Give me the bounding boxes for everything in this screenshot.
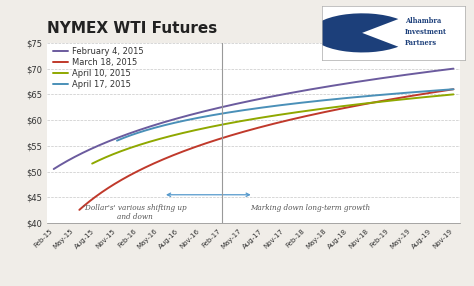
April 17, 2015 — [387, 92, 393, 96]
April 17, 2015 — [383, 93, 389, 96]
April 10, 2015 — [215, 124, 221, 127]
April 10, 2015 — [89, 162, 95, 165]
April 10, 2015 — [394, 98, 400, 102]
Text: NYMEX WTI Futures: NYMEX WTI Futures — [47, 21, 218, 36]
March 18, 2015 — [76, 208, 82, 212]
April 10, 2015 — [242, 119, 248, 122]
February 4, 2015 — [451, 67, 456, 70]
February 4, 2015 — [289, 91, 294, 94]
Text: Marking down long-term growth: Marking down long-term growth — [250, 204, 370, 212]
March 18, 2015 — [318, 111, 323, 115]
February 4, 2015 — [51, 167, 56, 171]
April 17, 2015 — [219, 112, 225, 115]
Text: Alhambra
Investment
Partners: Alhambra Investment Partners — [405, 17, 447, 47]
Line: April 17, 2015: April 17, 2015 — [117, 89, 454, 141]
April 17, 2015 — [366, 94, 372, 98]
Wedge shape — [311, 13, 398, 52]
April 10, 2015 — [359, 102, 365, 106]
March 18, 2015 — [115, 180, 121, 184]
April 17, 2015 — [317, 99, 322, 102]
March 18, 2015 — [161, 158, 166, 161]
March 18, 2015 — [233, 132, 238, 136]
Line: March 18, 2015: March 18, 2015 — [79, 89, 454, 210]
February 4, 2015 — [267, 95, 273, 99]
April 10, 2015 — [451, 93, 456, 96]
February 4, 2015 — [243, 100, 249, 104]
Legend: February 4, 2015, March 18, 2015, April 10, 2015, April 17, 2015: February 4, 2015, March 18, 2015, April … — [52, 45, 146, 91]
February 4, 2015 — [379, 77, 384, 80]
April 10, 2015 — [365, 102, 371, 105]
March 18, 2015 — [100, 189, 106, 193]
April 10, 2015 — [229, 121, 235, 124]
Text: 'Dollar's' various shifting up
and down: 'Dollar's' various shifting up and down — [82, 204, 186, 221]
March 18, 2015 — [154, 161, 159, 164]
February 4, 2015 — [441, 68, 447, 72]
February 4, 2015 — [241, 101, 246, 104]
April 17, 2015 — [365, 94, 371, 98]
Line: April 10, 2015: April 10, 2015 — [92, 94, 454, 164]
April 17, 2015 — [114, 139, 120, 142]
March 18, 2015 — [451, 88, 456, 91]
Line: February 4, 2015: February 4, 2015 — [54, 69, 454, 169]
April 17, 2015 — [451, 88, 456, 91]
